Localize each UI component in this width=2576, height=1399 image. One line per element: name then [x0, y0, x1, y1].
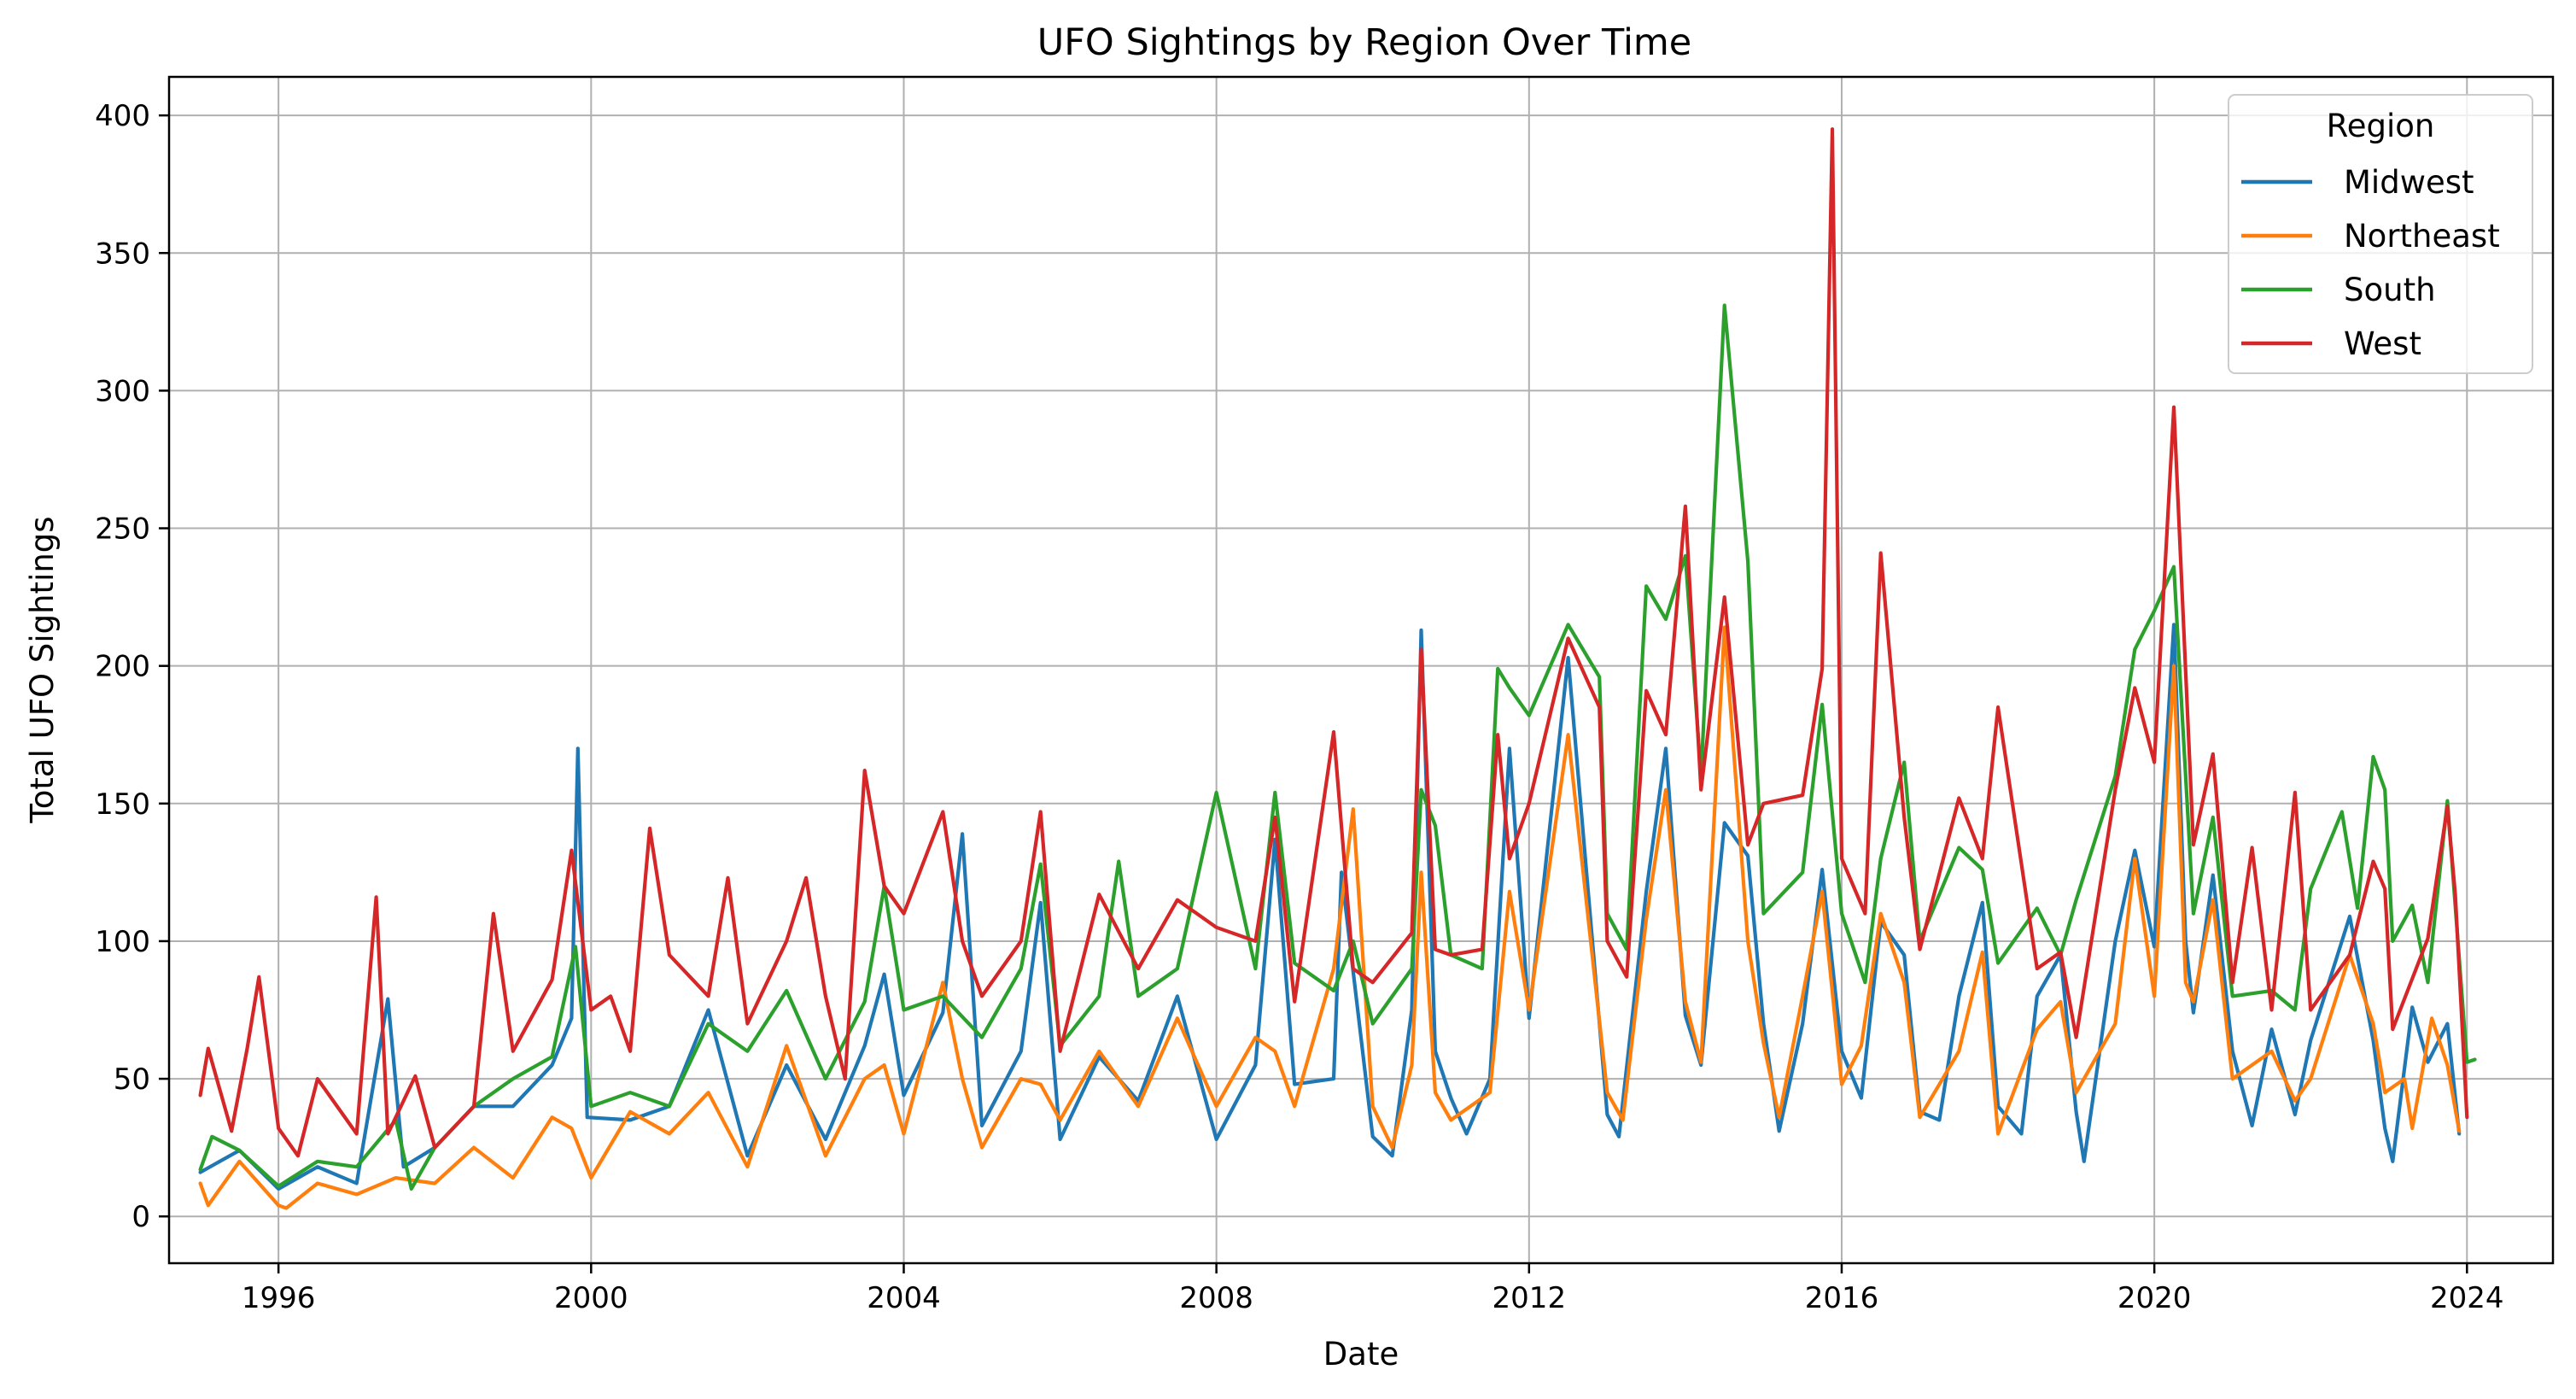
series-line-west	[198, 127, 2469, 1158]
legend-label-northeast: Northeast	[2344, 218, 2500, 255]
x-tick-label: 2024	[2430, 1281, 2504, 1315]
y-tick-label: 250	[95, 512, 150, 547]
legend-label-west: West	[2344, 325, 2421, 362]
y-tick-label: 350	[95, 237, 150, 271]
x-tick-label: 2020	[2117, 1281, 2192, 1315]
grid-lines	[169, 77, 2553, 1263]
x-tick-label: 2016	[1805, 1281, 1879, 1315]
series-line-south	[198, 303, 2477, 1191]
y-axis-label: Total UFO Sightings	[24, 516, 61, 823]
axis-ticks: 1996 2000 2004 2008 2012 2016 2020 2024 0 50 100 15…	[95, 99, 2503, 1315]
legend-label-midwest: Midwest	[2344, 164, 2474, 201]
x-tick-label: 1996	[242, 1281, 316, 1315]
x-tick-label: 2004	[867, 1281, 941, 1315]
plot-frame	[167, 75, 2555, 1265]
series-layer	[198, 127, 2477, 1210]
series-line-northeast	[198, 625, 2462, 1210]
x-tick-label: 2012	[1492, 1281, 1567, 1315]
y-tick-label: 200	[95, 650, 150, 684]
x-axis-label: Date	[1323, 1336, 1399, 1373]
legend-title: Region	[2327, 108, 2435, 144]
legend: Region Midwest Northeast South West	[2228, 94, 2533, 374]
x-tick-label: 2008	[1179, 1281, 1253, 1315]
y-tick-label: 150	[95, 787, 150, 822]
chart-title: UFO Sightings by Region Over Time	[1037, 21, 1692, 64]
x-tick-label: 2000	[554, 1281, 628, 1315]
y-tick-label: 400	[95, 99, 150, 133]
y-tick-label: 300	[95, 374, 150, 408]
legend-label-south: South	[2344, 272, 2436, 308]
y-tick-label: 0	[131, 1200, 150, 1234]
y-tick-label: 50	[114, 1062, 150, 1097]
y-tick-label: 100	[95, 925, 150, 959]
legend-frame	[2228, 94, 2533, 374]
